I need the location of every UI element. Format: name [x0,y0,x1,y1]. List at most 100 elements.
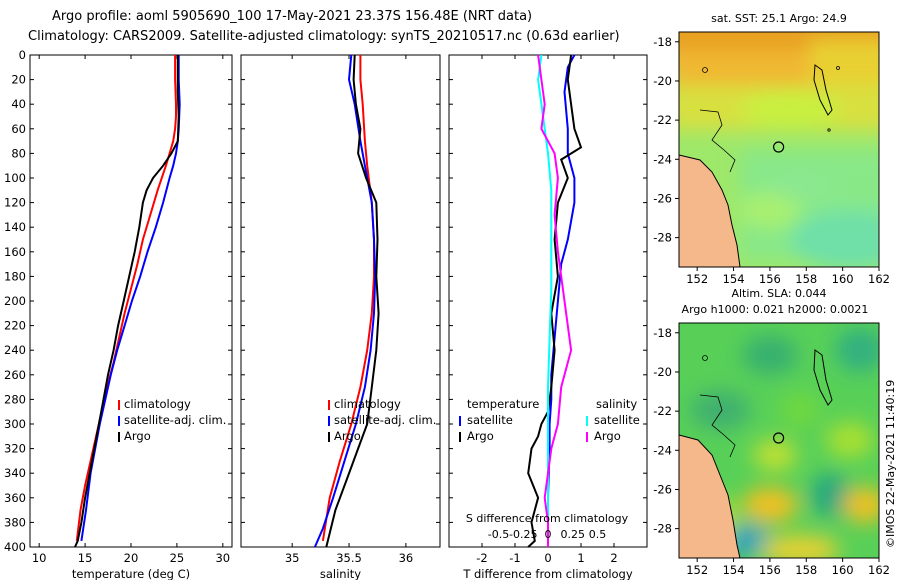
x-tick-label: 0 [544,551,551,565]
y-tick-label: 20 [11,73,26,87]
y-tick-label: 120 [4,196,26,210]
map-x-tick-label: 158 [795,272,817,286]
temperature-profile-panel: 0 20 40 60 80 100 120 140 160 180 200 220 240 260 280 3… [4,48,233,580]
y-tick-label: 300 [4,417,26,431]
s-difference-tick-label: 0 [545,528,552,541]
legend-label-argo: Argo [334,429,361,443]
map-y-tick-label: -28 [653,522,672,536]
y-tick-label: 60 [11,122,26,136]
y-tick-label: 280 [4,392,26,406]
credit-text: ©IMOS 22-May-2021 11:40:19 [884,380,897,548]
map-y-tick-label: -20 [653,74,672,88]
legend-swatch-argo [118,432,120,442]
x-tick-label: 20 [124,551,139,565]
x-tick-label: 2 [610,551,617,565]
y-tick-label: 320 [4,442,26,456]
legend-header-salinity: salinity [596,397,637,411]
y-tick-label: 100 [4,171,26,185]
series-line-argo [325,54,380,548]
map-y-tick-label: -20 [653,365,672,379]
sst-map-title: sat. SST: 25.1 Argo: 24.9 [711,12,847,25]
legend-header-temperature: temperature [467,397,539,411]
x-tick-label: 25 [170,551,185,565]
legend-swatch-t-argo [459,432,461,442]
legend-label-satellite-adj: satellite-adj. clim. [334,413,436,427]
y-tick-label: 140 [4,220,26,234]
map-y-tick-label: -26 [653,191,672,205]
map-y-tick-label: -26 [653,482,672,496]
map-x-tick-label: 162 [868,272,890,286]
sla-map-title-1: Altim. SLA: 0.044 [731,287,826,300]
sst-map [679,32,879,267]
x-axis-label: temperature (deg C) [72,567,190,580]
s-difference-tick-label: -0.5 [488,528,509,541]
temperature-legend: climatology satellite-adj. clim. Argo [118,397,226,443]
map-x-tick-label: 152 [686,272,708,286]
map-x-tick-label: 156 [759,272,781,286]
series-line-s-argo [537,54,573,547]
map-y-tick-label: -22 [653,113,672,127]
difference-profile-panel: -2 -1 0 1 2 T difference from climatology [448,54,648,580]
s-difference-tick-labels: -0.5 -0.25 0 0.25 0.5 [488,528,606,541]
y-tick-label: 360 [4,491,26,505]
legend-label-t-satellite: satellite [467,413,513,427]
sla-map-title-2: Argo h1000: 0.021 h2000: 0.0021 [682,303,869,316]
map-x-tick-label: 160 [832,563,854,577]
map-x-tick-label: 158 [795,563,817,577]
series-line-t-satellite [547,54,576,547]
legend-swatch-climatology [118,400,120,410]
y-tick-label: 400 [4,540,26,554]
title-line-1: Argo profile: aoml 5905690_100 17-May-20… [52,9,532,24]
sst-argo-location-marker [772,141,785,153]
legend-swatch-s-argo [586,432,588,442]
x-tick-label: 35.5 [336,551,362,565]
y-tick-label: 340 [4,466,26,480]
legend-swatch-climatology [328,400,330,410]
x-tick-label: 1 [577,551,584,565]
legend-swatch-satellite-adj [328,416,330,426]
series-line-argo [74,55,180,548]
legend-label-climatology: climatology [124,397,191,411]
series-line-t-argo [527,54,583,548]
map-y-tick-label: -28 [653,231,672,245]
series-line-satellite-adj-clim- [313,54,377,548]
x-tick-label: -2 [476,551,487,565]
legend-label-argo: Argo [124,429,151,443]
sla-map [679,323,879,558]
legend-label-climatology: climatology [334,397,401,411]
legend-label-s-satellite: satellite [594,413,640,427]
map-x-tick-label: 160 [832,272,854,286]
map-y-tick-label: -18 [653,326,672,340]
y-tick-label: 0 [19,48,26,62]
sla-argo-location-marker [772,432,785,444]
map-x-tick-label: 162 [868,563,890,577]
map-x-tick-label: 152 [686,563,708,577]
y-tick-label: 160 [4,245,26,259]
salinity-profile-panel: 35 35.5 36 salinity [240,54,441,580]
map-x-tick-label: 156 [759,563,781,577]
y-tick-label: 240 [4,343,26,357]
y-tick-label: 80 [11,146,26,160]
x-axis-label: T difference from climatology [462,567,633,580]
y-tick-label: 200 [4,294,26,308]
x-tick-label: 30 [215,551,230,565]
y-tick-label: 180 [4,269,26,283]
y-tick-label: 220 [4,319,26,333]
x-tick-label: 35 [285,551,300,565]
sla-map-axes: 152 154 156 158 160 162 -18 -20 -22 -24 -26 -28 [653,326,890,577]
s-difference-axis-label: S difference from climatology [466,512,629,525]
map-x-tick-label: 154 [723,272,745,286]
y-tick-label: 380 [4,515,26,529]
legend-swatch-s-satellite [586,416,588,426]
legend-label-s-argo: Argo [594,429,621,443]
x-tick-label: -1 [509,551,520,565]
map-y-tick-label: -18 [653,35,672,49]
s-difference-tick-label: -0.25 [509,528,537,541]
map-x-tick-label: 154 [723,563,745,577]
x-axis-label: salinity [320,567,361,580]
map-y-tick-label: -24 [653,443,672,457]
difference-legend: temperature salinity satellite Argo sate… [459,397,640,443]
legend-label-satellite-adj: satellite-adj. clim. [124,413,226,427]
legend-swatch-satellite-adj [118,416,120,426]
